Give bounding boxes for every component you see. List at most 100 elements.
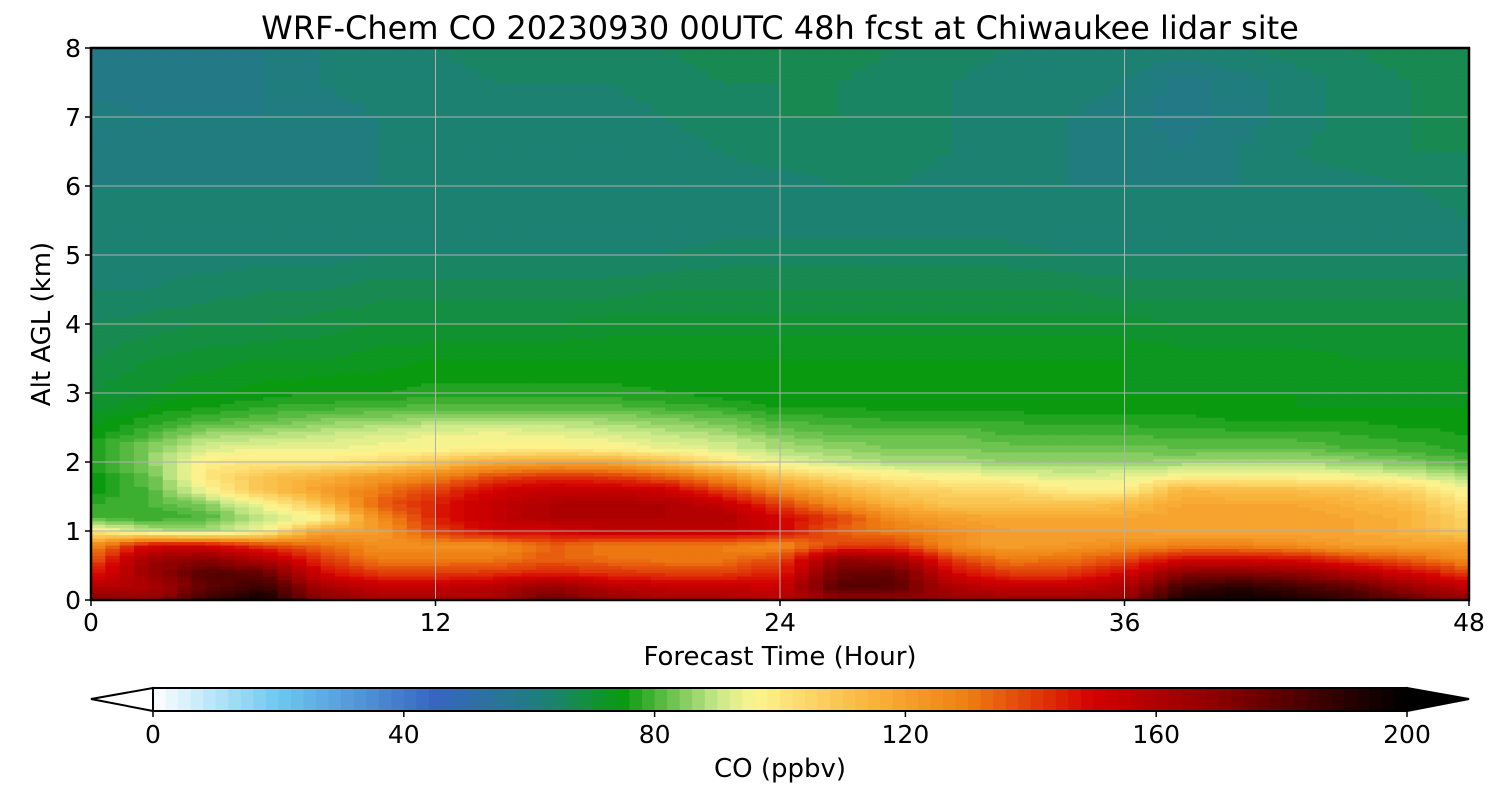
heatmap-cell — [1440, 475, 1456, 480]
heatmap-cell — [722, 458, 738, 463]
heatmap-cell — [1382, 579, 1398, 584]
heatmap-cell — [952, 524, 968, 529]
heatmap-cell — [579, 555, 595, 560]
heatmap-cell — [378, 448, 394, 453]
heatmap-cell — [320, 520, 336, 525]
heatmap-cell — [478, 437, 494, 442]
heatmap-cell — [1224, 524, 1241, 529]
heatmap-cell — [765, 458, 781, 463]
heatmap-cell — [306, 596, 322, 600]
heatmap-cell — [1038, 486, 1054, 491]
heatmap-cell — [593, 579, 609, 584]
heatmap-cell — [162, 593, 178, 598]
heatmap-cell — [794, 427, 810, 432]
heatmap-cell — [1210, 541, 1226, 546]
heatmap-cell — [622, 531, 638, 536]
heatmap-cell — [435, 568, 451, 574]
heatmap-cell — [220, 520, 236, 525]
heatmap-cell — [564, 579, 580, 584]
heatmap-cell — [1368, 424, 1384, 429]
heatmap-cell — [679, 562, 695, 567]
heatmap-cell — [1052, 527, 1068, 532]
heatmap-cell — [923, 489, 939, 494]
heatmap-cell — [808, 430, 824, 436]
heatmap-cell — [306, 582, 322, 587]
heatmap-cell — [191, 420, 207, 425]
heatmap-cell — [320, 513, 336, 518]
heatmap-cell — [1009, 531, 1025, 536]
heatmap-cell — [579, 493, 595, 498]
heatmap-cell — [593, 455, 609, 460]
heatmap-cell — [837, 472, 853, 477]
heatmap-cell — [880, 551, 896, 556]
heatmap-cell — [1196, 586, 1212, 591]
heatmap-cell — [134, 548, 150, 553]
heatmap-cell — [1138, 582, 1154, 587]
heatmap-cell — [421, 513, 437, 518]
heatmap-cell — [478, 420, 494, 425]
heatmap-cell — [291, 537, 308, 543]
heatmap-cell — [91, 531, 107, 536]
heatmap-cell — [823, 544, 839, 549]
heatmap-cell — [291, 479, 308, 484]
heatmap-cell — [1354, 493, 1370, 498]
heatmap-cell — [507, 496, 523, 501]
heatmap-cell — [1110, 562, 1126, 567]
heatmap-cell — [636, 458, 652, 463]
heatmap-cell — [909, 513, 925, 518]
heatmap-cell — [105, 503, 121, 508]
heatmap-cell — [1110, 544, 1126, 549]
heatmap-cell — [1397, 503, 1413, 508]
heatmap-cell — [952, 565, 968, 570]
heatmap-cell — [1110, 424, 1126, 429]
heatmap-cell — [119, 520, 135, 525]
heatmap-cell — [966, 434, 982, 439]
heatmap-cell — [1095, 548, 1111, 553]
heatmap-cell — [1268, 455, 1284, 460]
heatmap-cell — [622, 513, 638, 518]
heatmap-cell — [1081, 489, 1097, 494]
heatmap-cell — [693, 527, 709, 532]
heatmap-cell — [521, 510, 537, 515]
heatmap-cell — [248, 475, 264, 480]
heatmap-cell — [952, 458, 968, 463]
heatmap-cell — [1282, 462, 1298, 467]
heatmap-cell — [1454, 427, 1469, 432]
heatmap-cell — [148, 593, 164, 598]
heatmap-cell — [507, 434, 523, 439]
heatmap-cell — [392, 562, 408, 567]
heatmap-cell — [291, 465, 308, 470]
heatmap-cell — [464, 486, 480, 491]
heatmap-cell — [177, 531, 193, 536]
heatmap-cell — [980, 482, 997, 487]
heatmap-cell — [1110, 537, 1126, 543]
heatmap-cell — [220, 448, 236, 453]
heatmap-cell — [966, 420, 982, 425]
heatmap-cell — [693, 468, 709, 474]
heatmap-cell — [808, 558, 824, 563]
heatmap-cell — [866, 562, 882, 567]
heatmap-cell — [851, 451, 867, 456]
heatmap-cell — [435, 527, 451, 532]
heatmap-cell — [1038, 579, 1054, 584]
heatmap-cell — [1224, 499, 1241, 505]
heatmap-cell — [894, 506, 910, 511]
heatmap-cell — [335, 548, 351, 553]
heatmap-cell — [421, 565, 437, 570]
heatmap-cell — [765, 489, 781, 494]
heatmap-cell — [693, 586, 709, 591]
heatmap-cell — [1282, 465, 1298, 470]
heatmap-cell — [736, 551, 752, 556]
heatmap-cell — [220, 568, 236, 574]
heatmap-cell — [1095, 565, 1111, 570]
heatmap-cell — [722, 537, 738, 543]
heatmap-cell — [363, 593, 379, 598]
heatmap-cell — [708, 520, 724, 525]
heatmap-cell — [263, 462, 279, 467]
heatmap-cell — [1138, 451, 1154, 456]
heatmap-cell — [191, 548, 207, 553]
heatmap-cell — [866, 434, 882, 439]
heatmap-cell — [952, 541, 968, 546]
heatmap-cell — [1397, 544, 1413, 549]
heatmap-cell — [162, 472, 178, 477]
